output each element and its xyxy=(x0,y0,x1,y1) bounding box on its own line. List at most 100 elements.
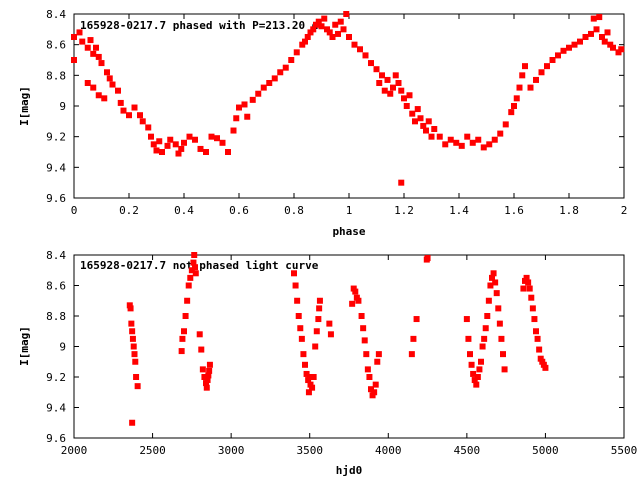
data-point xyxy=(196,331,203,338)
data-point xyxy=(420,122,427,129)
data-point xyxy=(282,64,289,71)
data-point xyxy=(352,288,359,295)
x-tick-label: 2000 xyxy=(61,444,88,457)
data-point xyxy=(277,69,284,76)
data-point xyxy=(178,348,185,355)
data-points xyxy=(126,252,549,426)
data-point xyxy=(481,335,488,342)
data-point xyxy=(549,57,556,63)
data-point xyxy=(458,142,465,149)
data-point xyxy=(363,351,370,358)
data-point xyxy=(417,115,424,122)
y-tick-label: 8.8 xyxy=(46,69,66,82)
data-point xyxy=(148,133,154,140)
data-point xyxy=(424,255,431,262)
data-point xyxy=(470,370,477,377)
data-point xyxy=(90,84,97,91)
data-point xyxy=(150,141,157,148)
y-tick-label: 8.6 xyxy=(46,39,66,52)
data-point xyxy=(582,34,589,40)
data-point xyxy=(495,305,502,312)
x-tick-label: 0.8 xyxy=(284,204,304,217)
data-point xyxy=(392,72,399,79)
data-point xyxy=(540,361,547,368)
data-point xyxy=(305,389,312,396)
data-point xyxy=(205,372,212,379)
data-point xyxy=(185,282,192,289)
data-point xyxy=(302,38,308,45)
data-point xyxy=(604,29,611,36)
data-point xyxy=(478,358,484,365)
data-point xyxy=(307,29,314,36)
data-point xyxy=(590,15,597,22)
data-point xyxy=(206,361,213,368)
data-point xyxy=(533,328,539,335)
x-tick-label: 3000 xyxy=(218,444,245,457)
data-point xyxy=(533,76,539,83)
data-point xyxy=(117,99,124,106)
data-point xyxy=(134,383,141,390)
y-tick-label: 9.4 xyxy=(46,161,66,174)
y-tick-label: 9.4 xyxy=(46,402,66,415)
data-point xyxy=(599,34,605,40)
data-point xyxy=(310,374,317,380)
data-point xyxy=(208,133,215,140)
y-tick-label: 9.6 xyxy=(46,192,66,205)
data-point xyxy=(104,69,110,76)
y-axis-label: I[mag] xyxy=(18,86,31,126)
data-point xyxy=(204,377,211,384)
data-point xyxy=(527,84,534,91)
data-point xyxy=(442,141,449,148)
data-point xyxy=(132,358,139,365)
x-tick-label: 2500 xyxy=(139,444,166,457)
data-point xyxy=(203,384,210,391)
data-point xyxy=(373,66,380,73)
data-point xyxy=(368,386,374,393)
data-point xyxy=(492,279,499,286)
data-point xyxy=(127,305,134,312)
y-tick-label: 9 xyxy=(59,341,66,354)
data-point xyxy=(447,136,454,143)
data-point xyxy=(337,18,344,25)
data-point xyxy=(98,60,105,67)
data-point xyxy=(179,335,186,342)
data-point xyxy=(357,46,363,53)
data-point xyxy=(129,328,136,335)
data-point xyxy=(351,41,358,48)
data-point xyxy=(423,127,429,134)
data-point xyxy=(230,127,237,134)
data-point xyxy=(413,316,420,323)
data-point xyxy=(349,300,356,307)
data-point xyxy=(412,118,418,125)
data-point xyxy=(476,366,483,373)
data-point xyxy=(188,267,195,274)
x-tick-label: 1.4 xyxy=(449,204,469,217)
data-point xyxy=(295,313,302,319)
data-point xyxy=(305,377,312,384)
data-point xyxy=(501,366,508,373)
data-point xyxy=(376,80,383,86)
data-point xyxy=(428,133,435,140)
data-point xyxy=(390,84,396,91)
data-point xyxy=(497,130,504,137)
data-point xyxy=(304,34,311,40)
data-point xyxy=(203,149,209,155)
data-point xyxy=(203,380,209,387)
data-point xyxy=(313,21,319,28)
data-point xyxy=(343,11,350,17)
data-point xyxy=(181,139,187,146)
data-point xyxy=(436,133,443,140)
data-point xyxy=(398,87,405,94)
data-point xyxy=(479,343,486,350)
data-point xyxy=(401,95,407,102)
data-point xyxy=(522,277,528,284)
data-point xyxy=(192,136,198,143)
data-point xyxy=(520,285,527,292)
data-point xyxy=(425,118,432,125)
data-point xyxy=(164,142,171,149)
data-point xyxy=(353,294,360,301)
data-point xyxy=(192,264,198,271)
data-point xyxy=(293,49,300,56)
data-point xyxy=(610,44,616,51)
data-point xyxy=(324,26,330,33)
